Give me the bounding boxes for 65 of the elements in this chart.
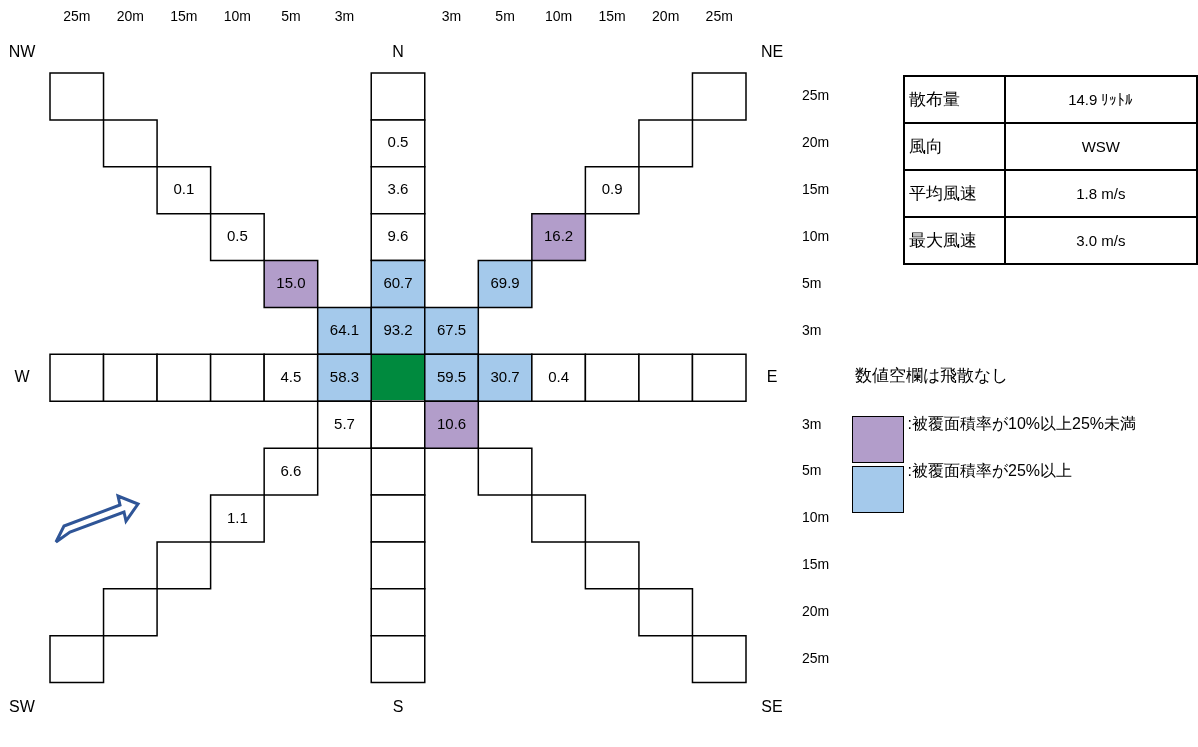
y-tick-label: 20m (802, 134, 830, 151)
data-label: 69.9 (490, 274, 520, 292)
text: SE (761, 698, 783, 716)
x-tick-label: 3m (334, 8, 355, 25)
x-tick-label: 15m (170, 8, 198, 25)
x-tick-label: 3m (441, 8, 462, 25)
data-label: 67.5 (436, 321, 467, 339)
x-tick-label: 10m (223, 8, 251, 25)
y-tick-label: 25m (802, 87, 830, 104)
text: NW (8, 43, 37, 61)
data-label: 59.5 (436, 367, 467, 385)
y-tick-label: 3m (802, 321, 822, 338)
text: E (766, 368, 778, 386)
y-tick-label: 15m (802, 181, 830, 198)
y-tick-label: 5m (802, 274, 822, 291)
text: 14.9 ﾘｯﾄﾙ (1004, 76, 1197, 123)
data-label: 5.7 (334, 414, 355, 432)
text: :被覆面積率が10%以上25%未満 (907, 415, 1137, 433)
y-tick-label: 3m (802, 415, 822, 432)
data-label: 1.1 (226, 508, 248, 526)
x-tick-label: 5m (495, 8, 515, 25)
y-tick-label: 5m (802, 462, 822, 479)
text: 1.8 m/s (1004, 170, 1197, 217)
text: 数値空欄は飛散なし (855, 366, 1008, 386)
data-label: 0.9 (601, 180, 623, 198)
text: S (392, 698, 404, 716)
data-label: 60.7 (383, 274, 413, 292)
data-label: 0.5 (387, 133, 409, 151)
data-label: 58.3 (329, 367, 360, 385)
data-label: 0.4 (548, 367, 570, 385)
text: :被覆面積率が25%以上 (907, 461, 1073, 479)
data-label: 0.5 (226, 227, 248, 245)
data-label: 64.1 (329, 321, 360, 339)
x-tick-label: 20m (652, 8, 680, 25)
text: N (392, 43, 404, 61)
text: NE (760, 43, 784, 61)
x-tick-label: 25m (705, 8, 733, 25)
text: 最大風速 (904, 217, 1005, 264)
x-tick-label: 5m (281, 8, 301, 25)
x-tick-label: 20m (116, 8, 144, 25)
data-label: 6.6 (280, 461, 302, 479)
text: 散布量 (904, 76, 1005, 123)
x-tick-label: 25m (63, 8, 91, 25)
y-tick-label: 25m (802, 650, 830, 667)
y-tick-label: 10m (802, 509, 830, 526)
text: 3.0 m/s (1004, 217, 1197, 264)
data-label: 4.5 (280, 367, 302, 385)
y-tick-label: 10m (802, 227, 830, 244)
data-label: 93.2 (383, 321, 413, 339)
text: SW (9, 698, 36, 716)
data-label: 16.2 (544, 227, 574, 245)
data-label: 30.7 (490, 367, 520, 385)
text: 平均風速 (904, 170, 1005, 217)
text: WSW (1004, 123, 1197, 170)
data-label: 0.1 (173, 180, 195, 198)
data-label: 3.6 (387, 180, 409, 198)
text: W (14, 368, 31, 386)
y-tick-label: 15m (802, 556, 830, 573)
x-tick-label: 15m (598, 8, 626, 25)
data-label: 10.6 (436, 414, 467, 432)
y-tick-label: 20m (802, 603, 830, 620)
text: 風向 (904, 123, 1005, 170)
data-label: 9.6 (387, 227, 409, 245)
data-label: 15.0 (276, 274, 306, 292)
x-tick-label: 10m (545, 8, 573, 25)
